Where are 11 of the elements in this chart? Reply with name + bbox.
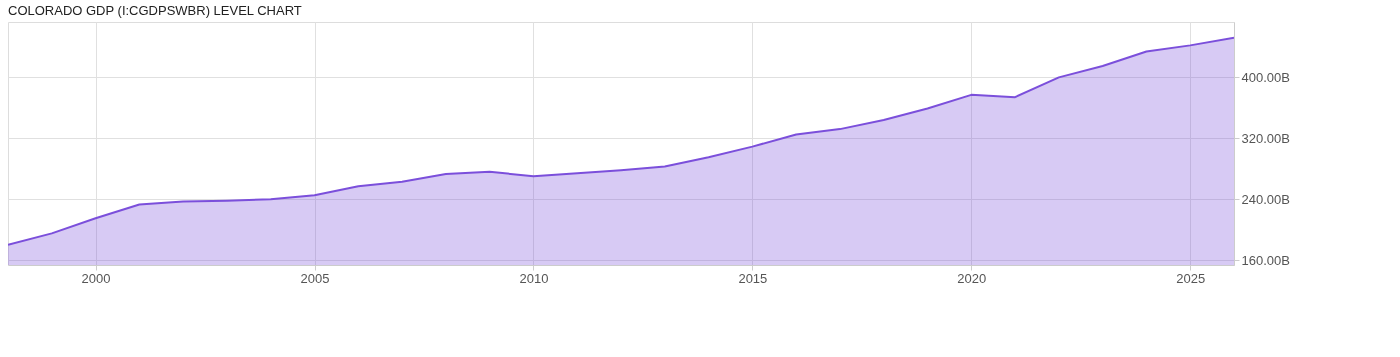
y-tick-label: 240.00B [1241, 191, 1290, 207]
x-tick-label: 2010 [519, 270, 549, 286]
y-tick-label: 400.00B [1241, 69, 1290, 85]
x-tick-label: 2000 [81, 270, 111, 286]
y-tick-label: 320.00B [1241, 130, 1290, 146]
x-tick-label: 2025 [1176, 270, 1206, 286]
x-tick-label: 2015 [738, 270, 768, 286]
x-tick-label: 2020 [957, 270, 987, 286]
chart-title: COLORADO GDP (I:CGDPSWBR) LEVEL CHART [8, 3, 302, 18]
y-tick-label: 160.00B [1241, 252, 1290, 268]
x-tick-label: 2005 [300, 270, 330, 286]
